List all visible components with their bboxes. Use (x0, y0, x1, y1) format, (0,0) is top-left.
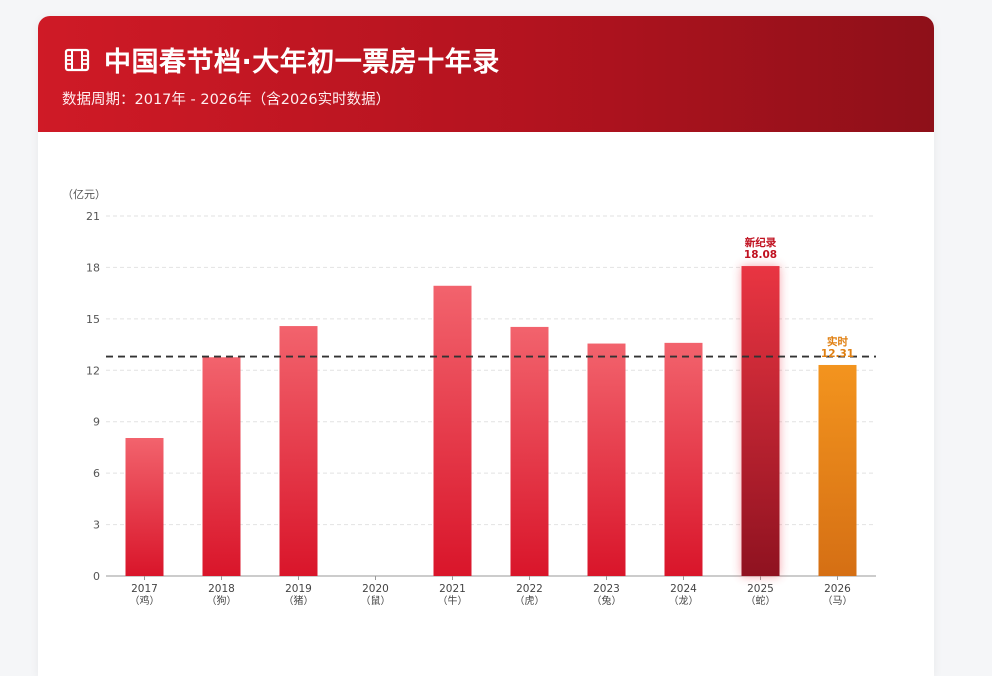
annotation-value: 12.31 (821, 348, 854, 360)
x-tick-label: 2019 (285, 583, 312, 595)
title-row: 中国春节档·大年初一票房十年录 (64, 40, 500, 79)
x-tick-sublabel: （兔） (592, 594, 622, 607)
y-tick-label: 18 (86, 261, 100, 274)
x-tick-label: 2022 (516, 583, 543, 595)
x-tick-label: 2020 (362, 583, 389, 595)
card-header: 中国春节档·大年初一票房十年录 数据周期：2017年 - 2026年（含2026… (38, 16, 934, 132)
page-subtitle: 数据周期：2017年 - 2026年（含2026实时数据） (62, 92, 391, 108)
page-title: 中国春节档·大年初一票房十年录 (104, 47, 500, 78)
x-tick-sublabel: （龙） (669, 594, 699, 607)
y-tick-label: 15 (86, 313, 100, 326)
x-tick-sublabel: （鼠） (361, 594, 391, 607)
y-tick-label: 3 (93, 519, 100, 532)
x-tick-label: 2021 (439, 583, 466, 595)
annotation-label: 新纪录 (745, 236, 777, 249)
bar-2023 (587, 343, 626, 576)
bar-2017 (125, 438, 164, 576)
x-tick-sublabel: （鸡） (130, 594, 160, 607)
x-tick-sublabel: （蛇） (746, 594, 776, 607)
x-tick-label: 2025 (747, 583, 774, 595)
x-tick-sublabel: （狗） (207, 594, 237, 607)
bar-2024 (664, 342, 703, 576)
annotation-label: 实时 (827, 335, 848, 348)
y-tick-label: 9 (93, 416, 100, 429)
x-tick-sublabel: （牛） (438, 594, 468, 607)
x-tick-label: 2017 (131, 583, 158, 595)
chart-card: 中国春节档·大年初一票房十年录 数据周期：2017年 - 2026年（含2026… (38, 16, 934, 676)
x-tick-sublabel: （虎） (515, 595, 545, 607)
y-axis-unit-label: （亿元） (62, 188, 106, 201)
y-tick-label: 0 (93, 570, 100, 583)
box-office-bar-chart: （亿元） 0 3 6 9 12 15 18 21 2017（鸡） 2018（狗） 2019（猪） 2… (62, 188, 876, 607)
y-tick-label: 6 (93, 467, 100, 480)
x-tick-label: 2018 (208, 583, 235, 595)
y-tick-label: 21 (86, 210, 100, 223)
x-tick-sublabel: （马） (823, 595, 853, 607)
annotation-value: 18.08 (744, 249, 777, 261)
bar-2018 (202, 357, 241, 576)
x-tick-label: 2026 (824, 583, 851, 595)
bar-2022 (510, 326, 549, 576)
x-tick-label: 2024 (670, 583, 697, 595)
bar-2026 (818, 364, 857, 576)
bar-2019 (279, 326, 318, 576)
bar-2021 (433, 285, 472, 576)
film-icon (64, 48, 90, 71)
bar-2025 (741, 266, 780, 576)
x-tick-label: 2023 (593, 583, 620, 595)
x-tick-sublabel: （猪） (284, 595, 314, 607)
y-tick-label: 12 (86, 364, 100, 377)
